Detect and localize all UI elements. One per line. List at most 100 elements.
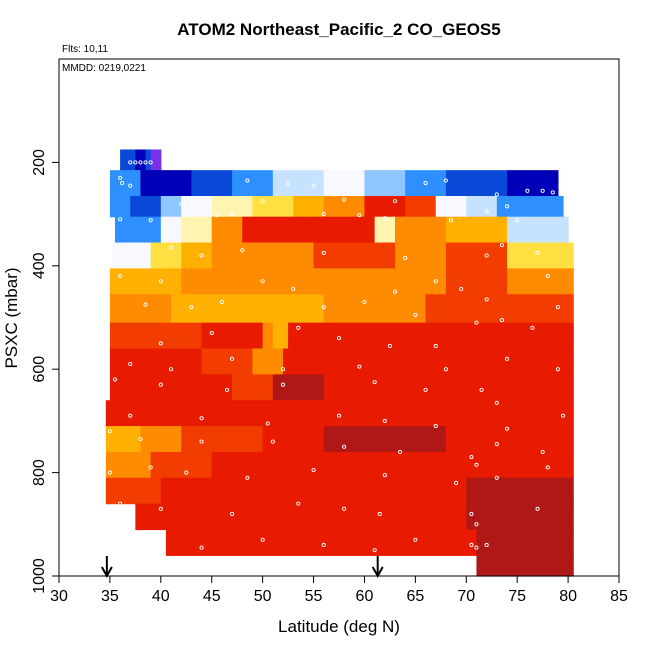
observation-point xyxy=(469,542,474,548)
heat-cell xyxy=(109,268,182,295)
observation-point xyxy=(555,305,560,310)
observation-point xyxy=(454,480,459,485)
heat-cell xyxy=(140,170,192,197)
y-tick-label: 800 xyxy=(31,459,48,486)
down-arrow-marker xyxy=(371,556,384,579)
observation-point xyxy=(336,336,342,341)
heat-cell xyxy=(262,426,325,453)
heat-cell xyxy=(262,529,366,556)
observation-point xyxy=(321,212,326,217)
observation-point xyxy=(321,305,326,310)
heat-cell xyxy=(232,170,274,197)
heat-cell xyxy=(105,477,162,505)
observation-point xyxy=(270,439,275,444)
heat-cell xyxy=(323,400,427,427)
heat-cell xyxy=(445,322,508,350)
x-tick-label: 55 xyxy=(305,588,323,605)
heat-cell xyxy=(466,196,498,218)
observation-point xyxy=(296,501,301,506)
observation-point xyxy=(357,213,362,218)
observation-point xyxy=(120,181,125,186)
heat-cell xyxy=(395,242,447,269)
observation-point xyxy=(499,243,504,248)
observation-point xyxy=(168,245,174,250)
observation-point xyxy=(291,287,296,292)
observation-point xyxy=(494,442,499,447)
observation-point xyxy=(265,421,270,426)
heat-cell xyxy=(395,216,447,244)
heat-cell xyxy=(507,170,559,197)
y-axis-label: PSXC (mbar) xyxy=(2,267,21,368)
observation-point xyxy=(168,367,174,372)
heat-cell xyxy=(364,196,406,218)
observation-point xyxy=(128,413,133,418)
heat-cell xyxy=(476,555,574,577)
heat-cell xyxy=(105,400,203,427)
observation-point xyxy=(403,255,408,261)
x-tick-label: 35 xyxy=(101,588,119,605)
x-tick-label: 50 xyxy=(254,588,272,605)
observation-point xyxy=(286,181,291,186)
observation-point xyxy=(494,475,499,480)
observation-point xyxy=(494,192,499,197)
observation-point xyxy=(143,302,148,307)
heat-cell xyxy=(323,170,366,197)
heat-cell xyxy=(145,149,152,171)
heat-cell xyxy=(211,451,315,479)
observation-point xyxy=(158,382,163,387)
observation-point xyxy=(515,218,520,223)
observation-point xyxy=(560,413,566,418)
observation-point xyxy=(535,506,540,511)
x-tick-label: 85 xyxy=(610,588,628,605)
y-tick-label: 1000 xyxy=(31,558,48,594)
observation-point xyxy=(474,462,479,467)
observation-point xyxy=(382,473,387,478)
observation-point xyxy=(143,160,148,165)
observation-point xyxy=(377,511,382,517)
heat-cell xyxy=(262,322,274,350)
observation-point xyxy=(118,501,123,506)
observation-point xyxy=(184,470,189,475)
observation-point xyxy=(296,325,301,330)
observation-point xyxy=(280,367,286,372)
observation-point xyxy=(372,548,377,553)
observation-point xyxy=(433,424,438,429)
observation-point xyxy=(158,279,163,284)
heat-cell xyxy=(466,503,574,531)
observation-point xyxy=(474,522,479,527)
heat-cell xyxy=(109,374,233,401)
observation-point xyxy=(484,542,489,548)
y-tick-label: 400 xyxy=(31,252,48,279)
observation-point xyxy=(199,439,204,444)
heat-cell xyxy=(445,374,574,401)
heat-cell xyxy=(445,242,508,269)
observation-point xyxy=(504,356,510,361)
observation-point xyxy=(448,218,454,223)
dates-label: MMDD: 0219,0221 xyxy=(62,63,146,74)
observation-point xyxy=(199,204,204,209)
heatmap-cells xyxy=(105,149,574,577)
heat-cell xyxy=(211,216,243,244)
heat-cell xyxy=(160,196,182,218)
observation-point xyxy=(209,330,214,336)
heat-cell xyxy=(507,216,569,244)
observation-point xyxy=(469,511,474,517)
flights-label: Flts: 10,11 xyxy=(62,44,108,55)
heat-cell xyxy=(109,294,172,324)
observation-point xyxy=(398,449,403,454)
heat-cell xyxy=(262,400,325,427)
heat-cell xyxy=(364,529,478,556)
observation-point xyxy=(433,343,438,348)
observation-point xyxy=(392,199,398,204)
heat-cell xyxy=(160,477,264,505)
heat-cell xyxy=(507,242,574,269)
observation-point xyxy=(443,367,448,372)
observation-point xyxy=(362,299,367,305)
heat-cell xyxy=(323,294,427,324)
observation-point xyxy=(321,542,326,548)
heat-cell xyxy=(445,170,508,197)
observation-point xyxy=(540,449,545,454)
observation-point xyxy=(342,197,347,202)
heat-cell xyxy=(109,170,142,197)
observation-point xyxy=(433,279,438,284)
